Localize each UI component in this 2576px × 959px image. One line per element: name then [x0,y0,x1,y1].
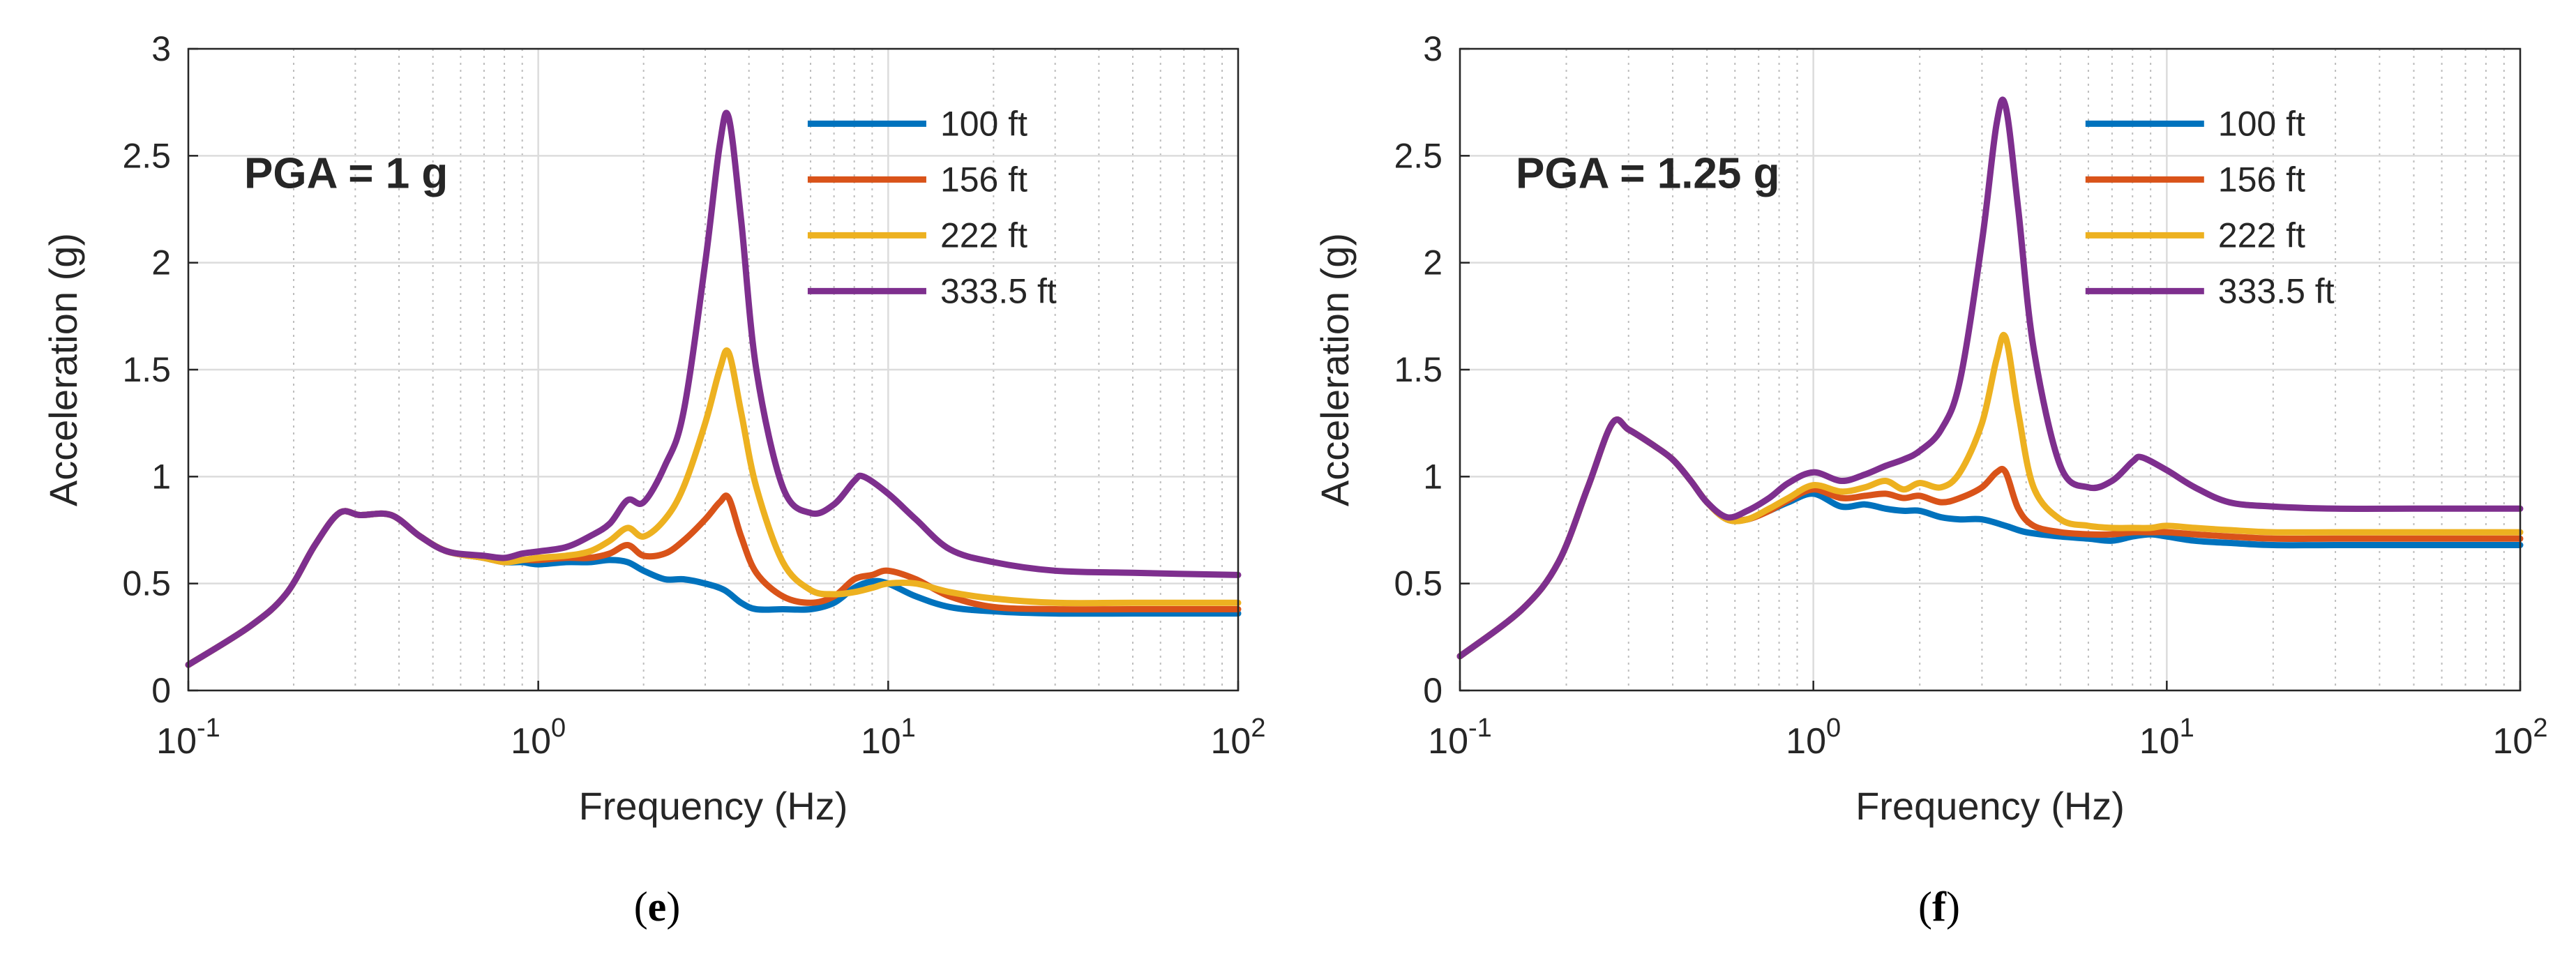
y-tick-label: 1.5 [122,350,171,389]
y-tick-label: 3 [151,29,171,68]
panel-caption: (f) [1918,884,1960,930]
x-tick-label: 102 [1211,713,1266,762]
x-tick-label: 10-1 [1428,713,1492,762]
legend-label: 222 ft [2218,216,2305,255]
legend-label: 156 ft [2218,160,2305,199]
legend: 100 ft 156 ft 222 ft 333.5 ft [2085,104,2335,310]
x-tick-label: 10-1 [156,713,220,762]
y-tick-label: 0 [1423,671,1443,710]
y-tick-label: 0 [151,671,171,710]
legend-label: 333.5 ft [2218,271,2335,310]
x-axis-label: Frequency (Hz) [579,784,848,828]
series-group [185,110,1242,668]
pga-annotation: PGA = 1 g [244,149,448,197]
chart-panel-e: 0 0.5 1 1.5 2 2.5 3 10-1 100 101 102 Frequency (Hz)… [41,29,1265,930]
legend-label: 333.5 ft [940,271,1057,310]
pga-annotation: PGA = 1.25 g [1516,149,1779,197]
x-tick-label: 101 [861,713,916,762]
y-tick-label: 0.5 [1394,564,1443,603]
y-tick-label: 2.5 [122,136,171,175]
y-tick-label: 1 [1423,457,1443,496]
x-tick-label: 101 [2139,713,2194,762]
series-group [1456,96,2524,660]
x-tick-label: 100 [511,713,566,762]
y-tick-label: 1 [151,457,171,496]
legend-label: 222 ft [940,216,1027,255]
series-line [185,110,1242,668]
chart-panel-f: 0 0.5 1 1.5 2 2.5 3 10-1 100 101 102 Frequency (Hz)… [1313,29,2547,930]
y-tick-label: 3 [1423,29,1443,68]
x-tick-label: 102 [2493,713,2548,762]
y-tick-label: 2.5 [1394,136,1443,175]
y-tick-label: 2 [1423,243,1443,282]
legend-label: 100 ft [940,104,1027,143]
panel-caption: (e) [634,884,681,930]
x-tick-label: 100 [1786,713,1841,762]
y-tick-label: 0.5 [122,564,171,603]
legend-label: 100 ft [2218,104,2305,143]
series-line [1456,96,2524,660]
legend-label: 156 ft [940,160,1027,199]
y-tick-label: 1.5 [1394,350,1443,389]
x-axis-label: Frequency (Hz) [1855,784,2125,828]
legend: 100 ft 156 ft 222 ft 333.5 ft [807,104,1057,310]
y-tick-label: 2 [151,243,171,282]
y-axis-label: Acceleration (g) [41,233,85,506]
y-axis-label: Acceleration (g) [1313,233,1357,506]
